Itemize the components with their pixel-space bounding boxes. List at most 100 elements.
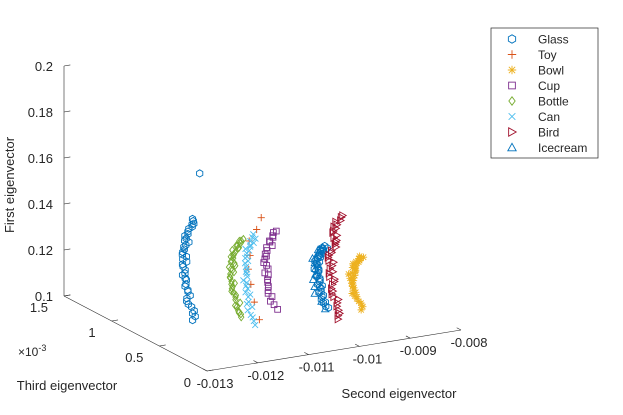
series-icecream <box>308 242 330 313</box>
x-tick-mark <box>456 327 462 331</box>
data-point <box>348 289 356 298</box>
x-axis-line <box>206 329 462 372</box>
data-point <box>356 252 364 260</box>
data-point <box>184 300 192 309</box>
legend-item-bird: Bird <box>508 126 559 140</box>
data-point <box>181 274 189 283</box>
data-point <box>264 265 272 273</box>
data-point <box>188 302 196 312</box>
data-point <box>265 283 272 290</box>
x-tick-mark <box>202 368 208 372</box>
data-point <box>247 291 254 298</box>
legend-marker <box>508 112 516 121</box>
legend-label: Can <box>538 110 560 124</box>
data-point <box>181 282 189 291</box>
x-tick-label: -0.008 <box>451 335 488 350</box>
data-point <box>183 257 191 266</box>
data-point <box>353 293 361 301</box>
data-point <box>236 298 244 308</box>
x-tick-mark <box>304 352 309 355</box>
legend-label: Cup <box>538 79 560 93</box>
data-point <box>179 248 187 257</box>
data-point <box>319 244 327 254</box>
x-tick-mark <box>354 343 360 347</box>
data-point <box>344 270 353 278</box>
data-point <box>349 274 357 282</box>
data-point <box>328 246 336 256</box>
legend-marker <box>507 142 517 152</box>
y-tick-mark <box>159 344 166 347</box>
y-tick-label: 0 <box>184 375 191 390</box>
z-tick-mark <box>63 202 71 205</box>
y-tick-label: 1 <box>88 325 95 340</box>
data-point <box>188 309 197 318</box>
z-tick-label: 0.2 <box>35 59 53 74</box>
z-tick-label: 0.14 <box>28 197 53 212</box>
data-point <box>317 295 325 304</box>
x-tick-label: -0.011 <box>299 360 335 375</box>
data-point <box>240 234 247 244</box>
data-point <box>189 316 197 325</box>
data-point <box>237 236 245 246</box>
data-point <box>334 314 343 324</box>
legend-label: Glass <box>538 33 569 47</box>
legend-item-bowl: Bowl <box>507 64 564 78</box>
data-point <box>274 306 281 313</box>
data-point <box>351 260 359 268</box>
data-point <box>229 245 236 255</box>
data-point <box>253 225 261 234</box>
x-tick-label: -0.01 <box>353 351 383 366</box>
data-point <box>310 282 319 290</box>
x-tick-mark <box>405 335 411 339</box>
data-point <box>308 275 318 283</box>
data-point <box>320 304 330 313</box>
data-point <box>319 291 327 300</box>
data-point <box>264 276 271 283</box>
legend-label: Toy <box>538 48 557 62</box>
data-point <box>357 306 365 314</box>
series-bird <box>324 211 348 324</box>
data-point <box>250 231 257 238</box>
data-point <box>308 253 317 262</box>
data-point <box>332 224 341 233</box>
data-point <box>229 282 236 292</box>
data-point <box>337 212 346 222</box>
data-point <box>348 269 356 277</box>
z-tick-mark <box>63 248 71 251</box>
data-point <box>181 236 189 245</box>
data-point <box>311 269 320 278</box>
data-point <box>231 248 239 257</box>
y-axis-line <box>63 295 208 372</box>
data-point <box>243 279 251 286</box>
data-point <box>331 274 340 284</box>
series-bottle <box>225 234 247 322</box>
data-point <box>244 307 251 314</box>
data-point <box>349 260 357 268</box>
series-bowl <box>344 252 368 314</box>
data-point <box>243 253 251 260</box>
data-point <box>188 220 196 229</box>
data-point <box>316 253 325 262</box>
data-point <box>244 285 251 292</box>
data-point <box>251 321 259 329</box>
x-tick-mark <box>253 360 258 364</box>
data-point <box>319 298 328 308</box>
legend-label: Bottle <box>538 95 569 109</box>
data-point <box>250 239 257 247</box>
data-point <box>184 285 192 295</box>
data-point <box>352 266 360 274</box>
data-point <box>313 245 323 254</box>
legend-marker <box>508 127 518 137</box>
data-point <box>185 224 193 233</box>
data-point <box>241 260 249 267</box>
x-tick-label: -0.013 <box>197 376 234 391</box>
data-point <box>230 288 237 297</box>
data-point <box>332 237 341 247</box>
data-point <box>348 263 357 272</box>
y-tick-label: 1.5 <box>30 300 48 315</box>
data-point <box>233 302 241 312</box>
legend-item-toy: Toy <box>507 48 557 62</box>
data-point <box>328 261 337 270</box>
data-point <box>310 258 320 267</box>
